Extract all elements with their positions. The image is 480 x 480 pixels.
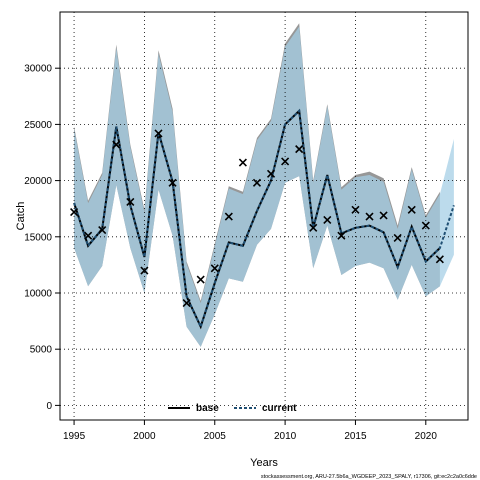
observed-point-2021 (435, 255, 444, 264)
observed-point-2001 (154, 129, 163, 138)
y-tick-label-10000: 10000 (24, 288, 52, 299)
legend: base current (168, 403, 297, 414)
observed-point-2004 (196, 275, 205, 284)
observed-point-2002 (168, 178, 177, 187)
observed-point-2005 (210, 264, 219, 273)
observed-point-1997 (98, 225, 107, 235)
observed-point-2015 (351, 205, 360, 214)
observed-point-2010 (281, 157, 290, 166)
observed-point-2018 (393, 233, 402, 242)
observed-point-1999 (126, 197, 135, 207)
plot-frame (59, 11, 469, 421)
y-tick-label-25000: 25000 (24, 120, 52, 131)
x-axis: 1995 2000 2005 2010 2015 2020 (63, 420, 437, 442)
y-tick-label-5000: 5000 (30, 345, 53, 356)
footnote: stockassessment.org, ARU-27.5b6a_WGDEEP_… (261, 474, 477, 480)
observed-point-2019 (407, 205, 416, 214)
band-current (74, 26, 454, 347)
observed-point-1995 (70, 208, 79, 217)
observed-point-2006 (224, 212, 233, 221)
series-lines (73, 108, 455, 330)
y-axis: 0 5000 10000 15000 20000 25000 30000 (24, 64, 60, 412)
observed-point-2016 (365, 212, 374, 221)
y-axis-title: Catch (15, 202, 27, 231)
observed-point-1998 (112, 140, 121, 149)
observed-point-2003 (182, 299, 191, 308)
observed-points (70, 129, 444, 308)
x-axis-title: Years (250, 457, 278, 469)
observed-point-2014 (337, 231, 346, 240)
y-tick-label-0: 0 (46, 401, 52, 412)
y-tick-label-30000: 30000 (24, 64, 52, 75)
line-current (73, 108, 455, 330)
x-tick-label-2010: 2010 (274, 431, 297, 442)
x-tick-label-2005: 2005 (204, 431, 227, 442)
legend-base-label: base (196, 403, 219, 414)
x-tick-label-2020: 2020 (415, 431, 438, 442)
y-tick-label-15000: 15000 (24, 232, 52, 243)
observed-point-2012 (309, 223, 318, 232)
legend-current-label: current (262, 403, 297, 414)
observed-point-2011 (295, 145, 304, 154)
observed-point-2020 (421, 221, 430, 230)
observed-point-2000 (140, 266, 149, 275)
y-tick-label-20000: 20000 (24, 176, 52, 187)
x-tick-label-2015: 2015 (344, 431, 367, 442)
observed-point-2013 (323, 215, 332, 224)
grid-lines (60, 12, 468, 420)
x-tick-label-2000: 2000 (133, 431, 156, 442)
observed-point-2009 (266, 169, 276, 178)
observed-point-2008 (252, 178, 262, 187)
observed-point-2017 (379, 211, 388, 220)
observed-point-2007 (238, 158, 247, 167)
observed-point-1996 (84, 231, 93, 240)
x-tick-label-1995: 1995 (63, 431, 86, 442)
confidence-bands (74, 23, 454, 347)
